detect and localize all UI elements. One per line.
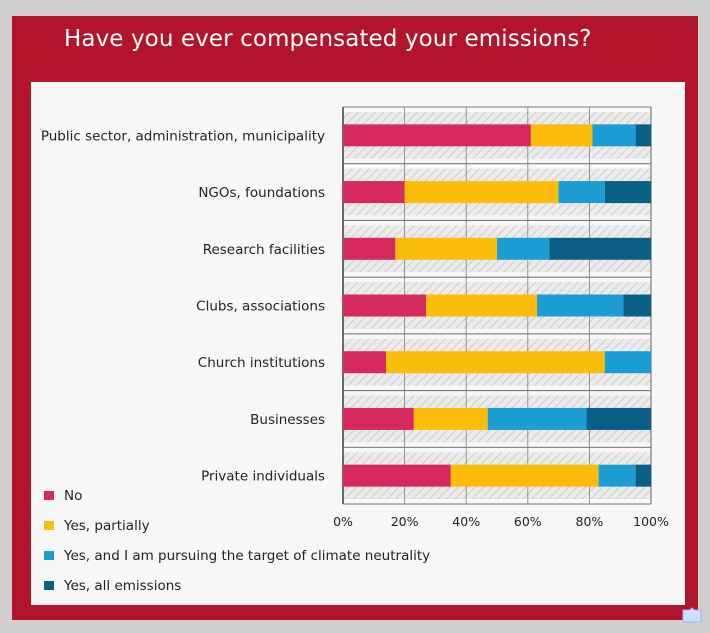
chart-title: Have you ever compensated your emissions…: [64, 26, 592, 52]
legend-label: No: [64, 488, 82, 504]
bar-segment: [404, 181, 559, 204]
bar-segment: [623, 294, 651, 317]
x-tick-label: 60%: [514, 514, 542, 529]
bar-segment: [558, 181, 605, 204]
bar-segment: [450, 464, 599, 487]
bar-segment: [604, 351, 651, 374]
x-tick-label: 80%: [576, 514, 604, 529]
category-label: Businesses: [250, 412, 325, 428]
category-label: Clubs, associations: [196, 299, 325, 315]
bar-segment: [343, 464, 451, 487]
bar-segment: [635, 124, 651, 147]
x-tick-label: 0%: [333, 514, 353, 529]
legend-swatch: [44, 551, 54, 560]
corner-logo-icon: [682, 607, 702, 623]
bar-segment: [343, 181, 405, 204]
category-label: NGOs, foundations: [198, 185, 325, 201]
legend-label: Yes, and I am pursuing the target of cli…: [63, 548, 430, 564]
legend-label: Yes, all emissions: [63, 578, 181, 594]
category-label: Research facilities: [203, 242, 325, 258]
category-label: Private individuals: [201, 469, 325, 485]
bar-segment: [635, 464, 651, 487]
bar-segment: [395, 237, 497, 260]
legend-swatch: [44, 521, 54, 530]
bar-segment: [537, 294, 624, 317]
bar-segment: [386, 351, 605, 374]
bar-segment: [586, 407, 651, 430]
bar-segment: [549, 237, 651, 260]
bar-segment: [343, 407, 414, 430]
bar-segment: [487, 407, 587, 430]
bar-segment: [426, 294, 538, 317]
bar-segment: [598, 464, 636, 487]
bar-segment: [530, 124, 593, 147]
x-tick-label: 20%: [391, 514, 419, 529]
bar-segment: [604, 181, 651, 204]
bar-segment: [497, 237, 550, 260]
bar-segment: [343, 124, 531, 147]
bar-segment: [343, 351, 387, 374]
bar-segment: [413, 407, 488, 430]
bar-segment: [343, 237, 396, 260]
stacked-bar-chart: 0% 20% 40% 60% 80% 100% Public sector, adminis…: [41, 106, 669, 594]
bar-segment: [592, 124, 636, 147]
legend-swatch: [44, 581, 54, 590]
chart-panel: 0% 20% 40% 60% 80% 100% Public sector, adminis…: [31, 82, 685, 605]
legend-swatch: [44, 491, 54, 500]
x-tick-label: 100%: [633, 514, 669, 529]
legend-label: Yes, partially: [63, 518, 150, 534]
category-label: Church institutions: [198, 355, 325, 371]
bar-segment: [343, 294, 427, 317]
category-label: Public sector, administration, municipal…: [41, 128, 325, 144]
x-tick-label: 40%: [452, 514, 480, 529]
